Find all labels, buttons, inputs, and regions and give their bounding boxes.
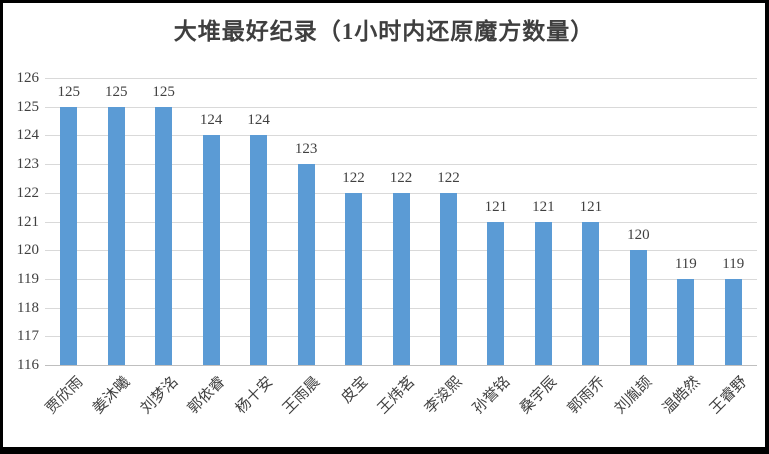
y-tick-label: 117: [17, 328, 39, 345]
x-axis-label: 皮宝: [338, 374, 371, 407]
bar-value-label: 125: [104, 83, 128, 100]
bar: [297, 164, 315, 365]
x-axis-label: 刘梦洺: [137, 374, 181, 418]
bar: [534, 221, 552, 365]
y-tick-label: 119: [17, 270, 39, 287]
gridline: [45, 78, 757, 79]
plot-area: 116 117 118 119 120 121 122 123 124 125 126 125 贾欣雨 1…: [17, 71, 757, 417]
x-axis-label: 桑宇辰: [517, 374, 561, 418]
y-tick-label: 121: [16, 213, 40, 230]
x-axis-label: 杨十安: [232, 374, 276, 418]
x-axis-label: 郭雨乔: [565, 374, 609, 418]
bar-value-label: 121: [484, 198, 508, 215]
bar-value-label: 122: [437, 169, 460, 186]
y-tick-label: 126: [16, 70, 40, 86]
gridline: [45, 135, 757, 137]
bar: [677, 278, 695, 365]
bar-value-label: 124: [247, 112, 270, 129]
gridline: [45, 106, 757, 108]
y-tick-label: 124: [16, 127, 40, 144]
y-tick-label: 120: [16, 242, 40, 259]
x-axis-label: 孙誉铭: [470, 374, 514, 418]
x-axis-label: 温皓然: [659, 374, 704, 418]
bar: [582, 221, 600, 365]
bar: [60, 106, 78, 365]
bar: [107, 106, 125, 365]
bar: [345, 192, 363, 365]
bar: [155, 106, 173, 365]
bar-value-label: 122: [389, 169, 413, 186]
bar-value-label: 120: [627, 227, 650, 244]
bar-value-label: 125: [152, 83, 175, 100]
bar: [439, 192, 457, 365]
bar-value-label: 123: [294, 141, 318, 158]
x-axis-label: 王睿野: [707, 374, 751, 418]
x-axis-label: 刘胤颉: [612, 374, 656, 418]
y-tick-label: 123: [16, 156, 40, 173]
bar-value-label: 121: [532, 198, 555, 215]
chart-title: 大堆最好纪录（1小时内还原魔方数量）: [173, 19, 595, 44]
bar-value-label: 122: [342, 169, 365, 186]
bar-value-label: 124: [199, 112, 223, 129]
y-tick-label: 118: [17, 299, 39, 316]
y-tick-label: 116: [17, 357, 39, 373]
y-tick-label: 122: [16, 184, 40, 201]
x-axis-label: 贾欣雨: [42, 374, 87, 418]
x-axis-label: 王雨晨: [280, 374, 324, 418]
bar: [487, 221, 505, 365]
x-axis-label: 郭依睿: [185, 374, 229, 418]
bar: [724, 278, 742, 365]
x-axis-label: 王炜茗: [375, 374, 419, 418]
x-axis-label: 李浚熙: [422, 374, 466, 418]
bar-value-label: 121: [579, 198, 603, 215]
x-axis-line: [45, 365, 757, 366]
bar-value-label: 125: [57, 83, 80, 100]
bar-value-label: 119: [722, 255, 745, 272]
y-tick-label: 125: [16, 98, 40, 115]
gridline: [45, 164, 757, 166]
bar: [202, 135, 220, 365]
bar: [250, 135, 268, 365]
bar-value-label: 119: [674, 255, 697, 272]
bar: [392, 192, 410, 365]
x-axis-label: 姜沐曦: [90, 374, 134, 418]
bar: [629, 250, 647, 365]
